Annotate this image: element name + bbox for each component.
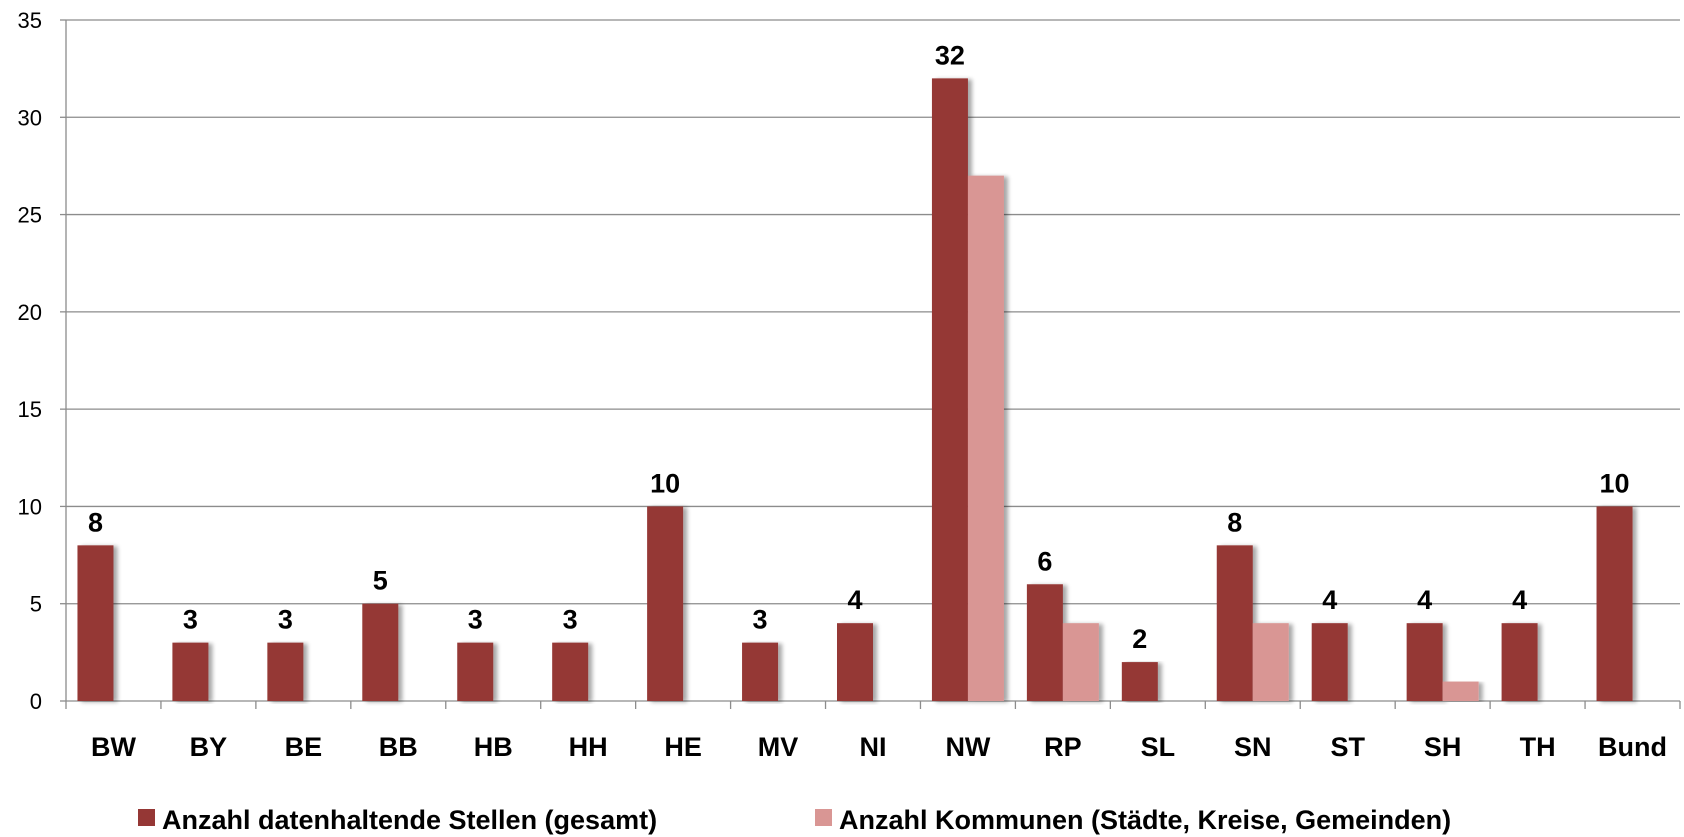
data-label-bw: 8	[88, 507, 103, 537]
y-tick-label-5: 5	[30, 592, 42, 617]
data-label-rp: 6	[1037, 546, 1052, 576]
bar-gesamt-bund	[1596, 506, 1633, 701]
x-tick-label-sl: SL	[1141, 732, 1176, 762]
x-tick-label-nw: NW	[945, 732, 990, 762]
bar-gesamt-ni	[837, 623, 873, 701]
bar-kommunen-rp	[1062, 623, 1099, 701]
legend-item-kommunen-label: Anzahl Kommunen (Städte, Kreise, Gemeind…	[839, 805, 1451, 835]
data-label-bund: 10	[1600, 468, 1630, 498]
x-tick-label-bund: Bund	[1598, 732, 1667, 762]
data-label-he: 10	[650, 468, 680, 498]
bar-gesamt-st	[1311, 623, 1348, 701]
data-label-sn: 8	[1227, 507, 1242, 537]
x-tick-label-mv: MV	[758, 732, 799, 762]
data-label-hb: 3	[468, 605, 483, 635]
bar-kommunen-sn	[1252, 623, 1289, 701]
bar-gesamt-sh	[1406, 623, 1443, 701]
data-label-bb: 5	[373, 566, 388, 596]
x-tick-label-bw: BW	[91, 732, 136, 762]
bar-kommunen-sh	[1442, 681, 1479, 701]
data-label-be: 3	[278, 605, 293, 635]
bar-gesamt-he	[647, 506, 684, 701]
data-labels: 8 3 3 5 3 3 10 3 4 32 6 2 8 4 4 4 10	[88, 40, 1630, 654]
gridlines	[66, 19, 1680, 605]
bar-gesamt-th	[1501, 623, 1538, 701]
x-tick-label-by: BY	[190, 732, 228, 762]
legend: Anzahl datenhaltende Stellen (gesamt) Anz…	[138, 805, 1451, 835]
x-tick-label-sn: SN	[1234, 732, 1272, 762]
data-label-ni: 4	[847, 585, 862, 615]
bar-gesamt-by	[172, 642, 209, 701]
x-tick-label-he: HE	[664, 732, 702, 762]
data-label-sh: 4	[1417, 585, 1432, 615]
bars	[77, 78, 1633, 701]
bar-gesamt-be	[267, 642, 304, 701]
bar-gesamt-nw	[931, 78, 968, 701]
data-label-sl: 2	[1132, 624, 1147, 654]
data-label-st: 4	[1322, 585, 1337, 615]
bar-gesamt-sn	[1216, 545, 1253, 701]
legend-item-gesamt-swatch	[138, 809, 155, 826]
bar-kommunen-nw	[967, 175, 1004, 701]
bar-gesamt-bb	[362, 603, 399, 701]
x-tick-label-st: ST	[1330, 732, 1365, 762]
y-tick-label-10: 10	[18, 494, 42, 519]
bar-gesamt-mv	[742, 642, 779, 701]
x-tick-label-hh: HH	[569, 732, 608, 762]
x-tick-label-hb: HB	[474, 732, 513, 762]
legend-item-gesamt-label: Anzahl datenhaltende Stellen (gesamt)	[162, 805, 657, 835]
bar-gesamt-bw	[77, 545, 114, 701]
bar-gesamt-hh	[552, 642, 589, 701]
x-tick-label-be: BE	[285, 732, 323, 762]
x-tick-label-rp: RP	[1044, 732, 1082, 762]
y-tick-label-25: 25	[18, 203, 42, 228]
data-label-by: 3	[183, 605, 198, 635]
y-tick-label-35: 35	[18, 8, 42, 33]
data-label-hh: 3	[563, 605, 578, 635]
y-tick-label-30: 30	[18, 105, 42, 130]
bar-gesamt-hb	[457, 642, 494, 701]
bar-gesamt-sl	[1121, 662, 1158, 701]
y-tick-label-0: 0	[30, 689, 42, 714]
bar-gesamt-rp	[1026, 584, 1063, 701]
x-tick-label-th: TH	[1520, 732, 1556, 762]
x-tick-label-sh: SH	[1424, 732, 1462, 762]
y-tick-label-15: 15	[18, 397, 42, 422]
y-tick-label-20: 20	[18, 300, 42, 325]
x-tick-label-ni: NI	[860, 732, 887, 762]
x-tick-label-bb: BB	[379, 732, 418, 762]
data-label-th: 4	[1512, 585, 1527, 615]
data-label-nw: 32	[935, 40, 965, 70]
data-label-mv: 3	[753, 605, 768, 635]
legend-item-kommunen-swatch	[815, 809, 832, 826]
